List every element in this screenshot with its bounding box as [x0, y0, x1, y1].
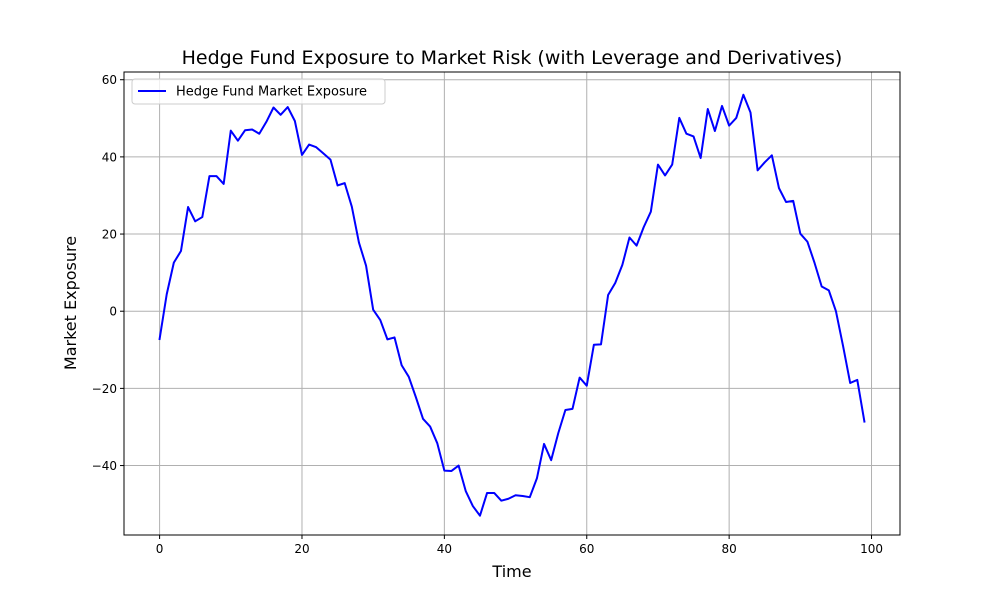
x-tick-label: 40 — [437, 542, 452, 556]
y-tick-label: −20 — [92, 382, 117, 396]
y-tick-label: −40 — [92, 459, 117, 473]
axes-frame — [123, 71, 901, 536]
x-tick-label: 20 — [294, 542, 309, 556]
legend: Hedge Fund Market Exposure — [131, 78, 386, 105]
legend-label: Hedge Fund Market Exposure — [176, 85, 367, 100]
series-layer — [158, 93, 866, 517]
x-tick-label: 60 — [579, 542, 594, 556]
legend-box — [131, 78, 386, 105]
chart-title: Hedge Fund Exposure to Market Risk (with… — [182, 47, 843, 69]
series-line — [158, 93, 866, 517]
x-tick-label: 0 — [156, 542, 164, 556]
y-tick-label: 40 — [102, 150, 117, 164]
x-tick-label: 80 — [721, 542, 736, 556]
y-tick-label: 60 — [102, 73, 117, 87]
x-tick-label: 100 — [860, 542, 883, 556]
y-tick-label: 20 — [102, 228, 117, 242]
y-axis-label: Market Exposure — [61, 236, 80, 370]
y-tick-label: 0 — [109, 305, 117, 319]
ticks: 0 20 40 60 80 100 −40 −20 0 20 40 60 — [92, 73, 883, 556]
x-axis-label: Time — [491, 562, 531, 581]
